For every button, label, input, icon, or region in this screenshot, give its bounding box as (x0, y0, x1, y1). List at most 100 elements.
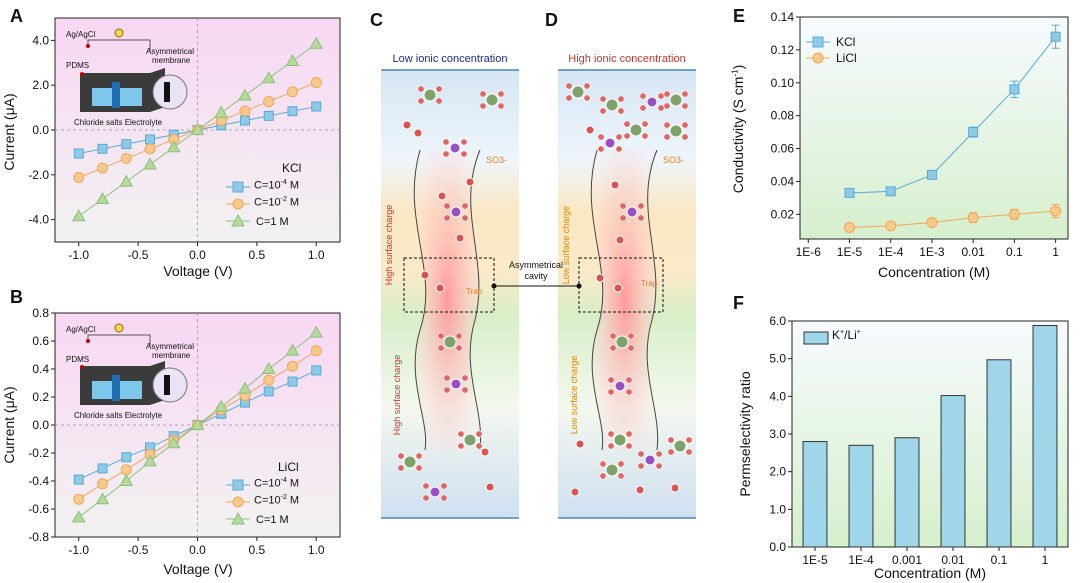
data-point-square (287, 106, 298, 117)
y-tick-label: -0.2 (28, 446, 49, 460)
ion-w (480, 447, 490, 457)
data-point-circle (73, 493, 85, 505)
ion-w (435, 283, 445, 293)
ion-k (403, 455, 417, 469)
y-tick-label: 5.0 (769, 352, 786, 366)
membrane-zoom-shape (164, 375, 170, 395)
panel-a-xlabel: Voltage (V) (163, 263, 232, 279)
water-molecule (639, 104, 647, 112)
legend-b-item-3: C=1 M (256, 514, 289, 526)
pdms-dot-icon (80, 365, 84, 369)
water-molecule (422, 494, 430, 502)
panel-a-legend-title: KCl (282, 161, 301, 175)
ion-li (449, 142, 461, 154)
panel-c-title: Low ionic concentration (393, 53, 508, 65)
legend-e-item-2: LiCl (836, 51, 857, 65)
legend-b-marker-triangle (231, 511, 245, 525)
water-molecule (397, 452, 405, 460)
water-molecule (435, 97, 443, 105)
panel-f-legend: K+/Li+ (803, 328, 861, 345)
data-point-triangle (95, 492, 110, 505)
data-point-triangle (309, 325, 324, 338)
water-molecule (461, 214, 469, 222)
water-molecule (681, 102, 689, 110)
y-tick-label: -0.4 (28, 474, 49, 488)
ion-li (646, 96, 658, 108)
panel-d-ions (565, 82, 693, 497)
panel-b-letter: B (10, 287, 23, 307)
water-molecule (435, 85, 443, 93)
water-molecule (422, 482, 430, 490)
legend-b-item-2-box: C=10-2 M (254, 494, 299, 507)
cavity-label-line2: cavity (524, 271, 548, 281)
panel-b-ylabel: Current (μA) (1, 386, 17, 463)
x-tick-label: 1 (1052, 245, 1059, 259)
panel-d-label-top: Low surface charge (561, 206, 571, 285)
x-tick-label: -1.0 (68, 248, 89, 262)
y-tick-label: 0.06 (771, 142, 795, 156)
inset-a-label-membrane-2: membrane (152, 56, 191, 65)
series-line-KCl (849, 36, 1057, 194)
water-molecule (442, 150, 450, 158)
panel-c-so3-label: SO3- (486, 155, 507, 165)
ion-w (595, 273, 605, 283)
y-tick-label: 0.4 (32, 362, 49, 376)
panel-a-ylabel: Current (μA) (1, 93, 17, 170)
panel-a-series (71, 36, 324, 222)
legend-a-marker-circle (232, 198, 244, 210)
inset-b-label-electrolyte: Chloride salts Electrolyte (74, 411, 163, 420)
water-molecule (641, 120, 649, 128)
panel-d-title: High ionic concentration (568, 53, 685, 65)
series-line-LiCl (849, 210, 1056, 228)
ion-w (402, 120, 412, 130)
data-point-KCl (926, 169, 937, 180)
ion-k (605, 98, 619, 112)
data-point-square (121, 139, 132, 150)
panel-d-cavity-box (578, 257, 664, 313)
legend-e-marker-circle (812, 52, 824, 64)
legend-f-swatch (803, 331, 829, 345)
y-tick-label: 0.6 (32, 334, 49, 348)
water-molecule (461, 374, 469, 382)
ion-w (585, 125, 595, 135)
water-molecule (619, 214, 627, 222)
y-tick-label: -0.6 (28, 502, 49, 516)
water-molecule (625, 430, 633, 438)
panel-f-series (802, 325, 1058, 548)
y-tick-label: 0.2 (32, 390, 49, 404)
ion-li (450, 206, 462, 218)
bar-0.001 (894, 437, 920, 548)
water-molecule (623, 120, 631, 128)
data-point-LiCl (1008, 208, 1020, 220)
water-molecule (497, 90, 505, 98)
inset-b-label-pdms: PDMS (66, 355, 89, 364)
x-tick-label: 1E-5 (802, 553, 828, 567)
panel-a-legend: KCl C=10-4 M C=10-2 M C=1 M (226, 161, 301, 228)
data-point-triangle (214, 105, 229, 118)
data-point-circle (120, 464, 132, 476)
x-tick-label: 0.5 (249, 248, 266, 262)
bar-0.1 (986, 359, 1012, 548)
panel-f-axes: 6.0 5.0 4.0 3.0 2.0 1.0 0.0 1E-5 1E-4 0.001 0.01 0.… (769, 314, 1048, 567)
water-molecule (625, 388, 633, 396)
panel-d-letter: D (545, 10, 558, 30)
panel-b-series (71, 325, 324, 523)
water-molecule (637, 462, 645, 470)
water-molecule (685, 436, 693, 444)
panel-e-axes: 1E-6 1E-5 1E-4 1E-3 0.01 0.1 1 0.14 0.12 0.10 0.08… (771, 10, 1060, 259)
y-tick-label: 0.02 (771, 207, 795, 221)
panel-f-plot-area (791, 320, 1069, 548)
water-molecule (599, 107, 607, 115)
x-tick-label: 0.001 (892, 553, 922, 567)
legend-a-marker-triangle (231, 213, 245, 227)
panel-c-label-top: High surface charge (384, 205, 394, 286)
data-point-square (263, 386, 274, 397)
panel-e-letter: E (733, 6, 745, 26)
water-molecule (443, 386, 451, 394)
inset-a-label-membrane-1: Asymmetrical (146, 47, 194, 56)
water-molecule (607, 442, 615, 450)
data-point-LiCl (967, 212, 979, 224)
water-molecule (497, 102, 505, 110)
water-molecule (655, 450, 663, 458)
water-molecule (637, 450, 645, 458)
